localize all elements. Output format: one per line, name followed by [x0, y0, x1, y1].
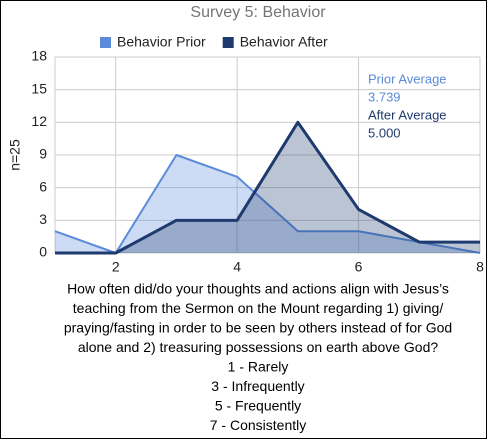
x-axis-label: 5 - Frequently: [215, 398, 301, 414]
y-tick-label: 9: [39, 146, 47, 162]
x-axis-label: alone and 2) treasuring possessions on e…: [78, 339, 439, 355]
x-axis-label: praying/fasting in order to be seen by o…: [64, 320, 452, 336]
x-tick-label: 4: [233, 259, 241, 275]
x-axis-label: 1 - Rarely: [228, 359, 289, 375]
annotation: 3.739: [368, 89, 401, 104]
legend-swatch: [100, 37, 111, 48]
x-tick-label: 8: [476, 259, 484, 275]
annotation: Prior Average: [368, 71, 447, 86]
x-axis-label: How often did/do your thoughts and actio…: [67, 281, 449, 297]
y-tick-label: 0: [39, 244, 47, 260]
x-axis-label: teaching from the Sermon on the Mount re…: [73, 300, 444, 316]
annotation: 5.000: [368, 125, 401, 140]
legend-label: Behavior After: [240, 34, 328, 50]
x-tick-label: 6: [355, 259, 363, 275]
y-tick-label: 18: [31, 48, 47, 64]
x-axis-label: 3 - Infrequently: [211, 378, 304, 394]
y-tick-label: 3: [39, 211, 47, 227]
y-tick-label: 12: [31, 113, 47, 129]
area: [55, 122, 480, 253]
legend-label: Behavior Prior: [117, 34, 206, 50]
x-tick-label: 2: [112, 259, 120, 275]
x-axis-label: 7 - Consistently: [210, 417, 306, 433]
y-tick-label: 6: [39, 178, 47, 194]
legend-swatch: [222, 37, 234, 48]
y-tick-label: 15: [31, 80, 47, 96]
annotation: After Average: [368, 107, 447, 122]
line: [55, 120, 480, 255]
chart-title: Survey 5: Behavior: [190, 4, 326, 21]
line: [54, 154, 481, 254]
y-axis-label: n=25: [7, 139, 23, 171]
